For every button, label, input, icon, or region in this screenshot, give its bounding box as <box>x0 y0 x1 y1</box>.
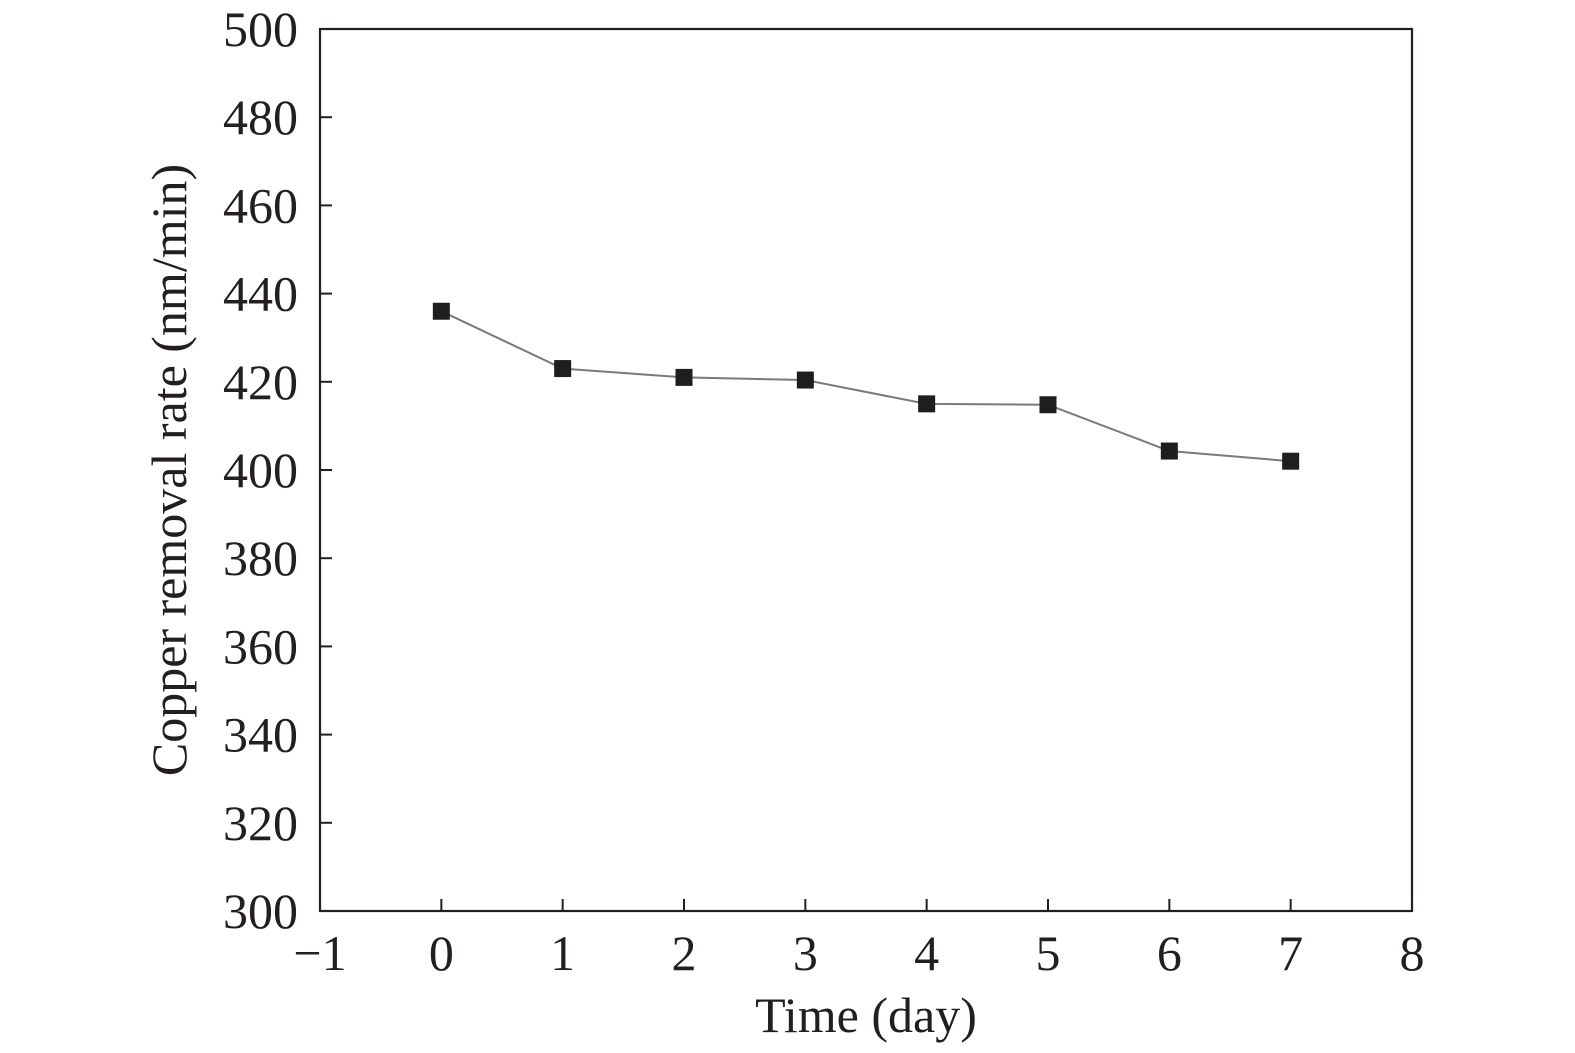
data-point <box>1160 442 1178 460</box>
x-tick-label: 5 <box>1036 925 1061 981</box>
y-tick-label: 340 <box>223 707 298 763</box>
x-tick-label: −1 <box>293 925 346 981</box>
y-tick-label: 400 <box>223 442 298 498</box>
y-tick-label: 500 <box>223 1 298 57</box>
y-tick-label: 420 <box>223 354 298 410</box>
data-point <box>1039 396 1057 414</box>
x-tick-label: 1 <box>550 925 575 981</box>
data-point <box>554 360 572 378</box>
plot-frame <box>318 27 1414 913</box>
series-line <box>440 310 1291 463</box>
data-point <box>675 368 693 386</box>
x-tick-label: 2 <box>672 925 697 981</box>
data-point <box>918 395 936 413</box>
series-layer <box>432 302 1300 470</box>
x-tick-label: 0 <box>429 925 454 981</box>
y-tick-label: 380 <box>223 530 298 586</box>
y-tick-label: 440 <box>223 266 298 322</box>
x-tick-label: 6 <box>1157 925 1182 981</box>
y-tick-label: 460 <box>223 177 298 233</box>
y-tick-label: 320 <box>223 795 298 851</box>
y-axis: 300 320 340 360 380 400 420 440 460 480 500 <box>223 1 332 939</box>
y-tick-label: 480 <box>223 89 298 145</box>
x-axis: −1 0 1 2 3 4 5 6 7 8 <box>293 899 1425 981</box>
data-point <box>796 371 814 389</box>
y-tick-label: 300 <box>223 883 298 939</box>
x-tick-label: 3 <box>793 925 818 981</box>
y-axis-title: Copper removal rate (nm/min) <box>141 164 197 776</box>
plot-border <box>318 27 1414 913</box>
y-tick-label: 360 <box>223 618 298 674</box>
data-point <box>432 302 450 320</box>
x-tick-label: 8 <box>1400 925 1425 981</box>
x-axis-title: Time (day) <box>755 987 977 1043</box>
x-tick-label: 4 <box>914 925 939 981</box>
x-tick-label: 7 <box>1278 925 1303 981</box>
data-point <box>1282 452 1300 470</box>
